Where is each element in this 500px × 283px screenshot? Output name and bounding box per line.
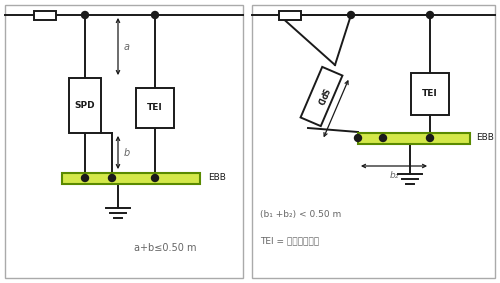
Circle shape bbox=[108, 175, 116, 181]
Circle shape bbox=[348, 12, 354, 18]
Text: b₁: b₁ bbox=[316, 102, 328, 115]
Bar bbox=[358, 132, 470, 143]
Text: b₂: b₂ bbox=[390, 171, 398, 181]
Circle shape bbox=[354, 134, 362, 142]
Circle shape bbox=[82, 12, 88, 18]
Text: a+b≤0.50 m: a+b≤0.50 m bbox=[134, 243, 196, 253]
Circle shape bbox=[426, 12, 434, 18]
Text: (b₁ +b₂) < 0.50 m: (b₁ +b₂) < 0.50 m bbox=[260, 211, 341, 220]
Bar bbox=[34, 10, 56, 20]
Circle shape bbox=[82, 175, 88, 181]
Text: EBB: EBB bbox=[208, 173, 226, 183]
Bar bbox=[252, 5, 495, 278]
Bar bbox=[411, 73, 449, 115]
Text: SPD: SPD bbox=[314, 87, 329, 106]
Bar bbox=[300, 67, 343, 126]
Bar bbox=[69, 78, 101, 133]
Circle shape bbox=[152, 12, 158, 18]
Circle shape bbox=[380, 134, 386, 142]
Text: EBB: EBB bbox=[476, 134, 494, 143]
Bar bbox=[136, 88, 174, 128]
Text: TEI: TEI bbox=[422, 89, 438, 98]
Text: TEI = 终端设备接口: TEI = 终端设备接口 bbox=[260, 237, 319, 245]
Text: TEI: TEI bbox=[147, 104, 163, 113]
Text: b: b bbox=[124, 147, 130, 158]
Text: SPD: SPD bbox=[74, 101, 96, 110]
Bar bbox=[5, 5, 243, 278]
Text: a: a bbox=[124, 42, 130, 52]
Circle shape bbox=[152, 175, 158, 181]
Bar bbox=[279, 10, 301, 20]
Bar bbox=[62, 173, 200, 183]
Circle shape bbox=[426, 134, 434, 142]
